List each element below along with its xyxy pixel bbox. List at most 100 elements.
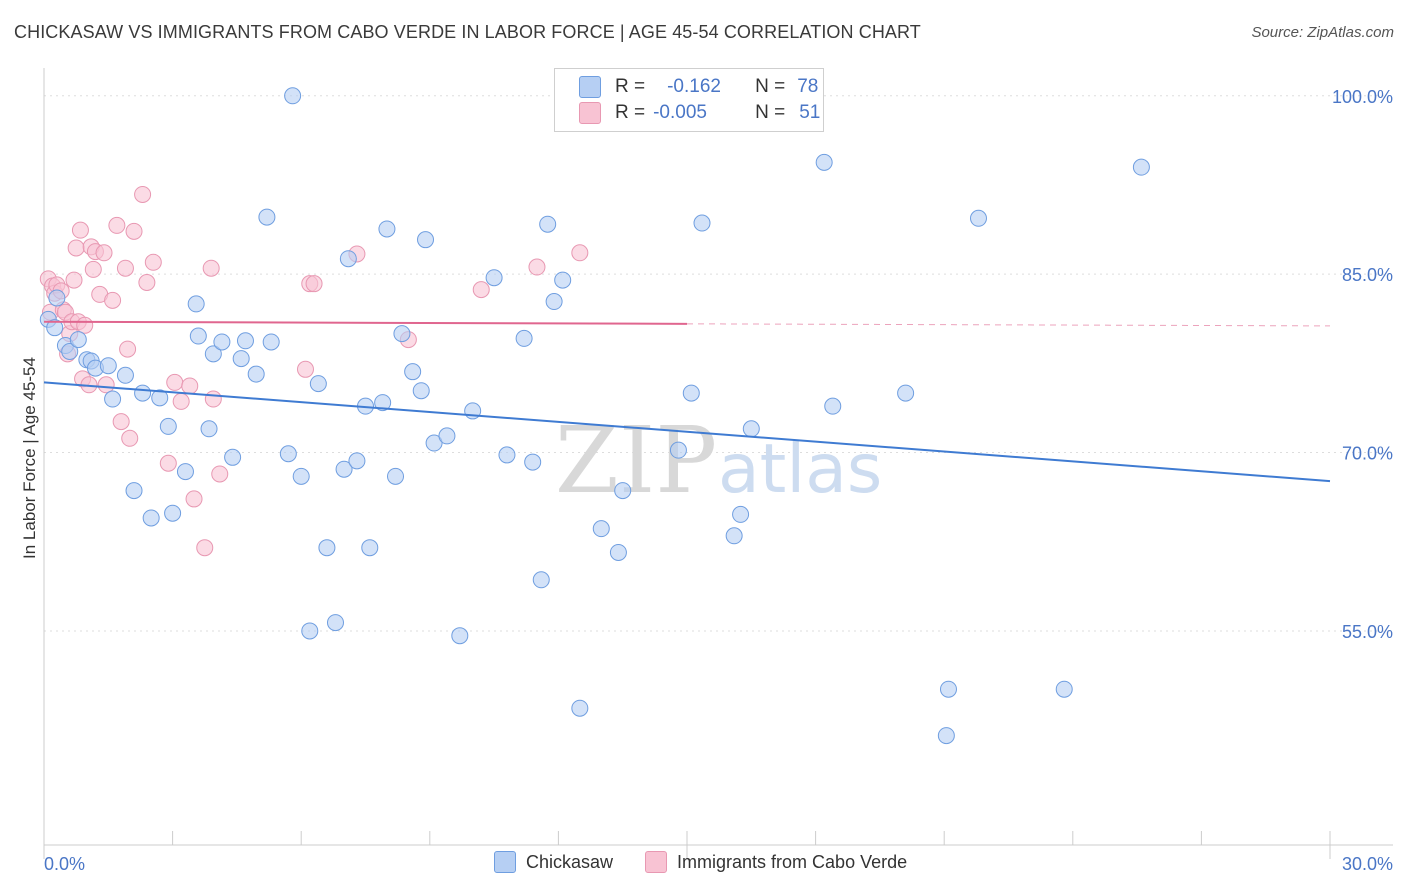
y-tick-label: 55.0% [1342,622,1393,642]
chickasaw-point [176,463,194,481]
chickasaw-point [571,699,589,717]
chickasaw-point [451,627,469,645]
cabo-verde-point [172,392,190,410]
cabo-verde-point [159,454,177,472]
chickasaw-point [1132,158,1150,176]
chickasaw-point [292,467,310,485]
chickasaw-point [1055,680,1073,698]
chickasaw-point [189,327,207,345]
legend-item-chickasaw: Chickasaw [494,851,613,873]
r-label: R = [615,102,646,123]
chickasaw-point [485,269,503,287]
cabo-verde-point [472,281,490,299]
cabo-verde-point [112,413,130,431]
chickasaw-point [554,271,572,289]
chickasaw-point [247,365,265,383]
cabo-verde-point [144,253,162,271]
chickasaw-point [438,427,456,445]
series-cabo-verde [39,185,589,557]
trend-lines [43,320,1331,483]
chickasaw-point [539,215,557,233]
chickasaw-point [969,209,987,227]
chickasaw-point [937,727,955,745]
cabo-verde-point [97,376,115,394]
cabo-verde-point [108,216,126,234]
chickasaw-point [151,389,169,407]
chickasaw-point [425,434,443,452]
cabo-verde-point [204,390,222,408]
chickasaw-point [545,293,563,311]
chickasaw-swatch [579,76,601,98]
cabo-verde-point [196,539,214,557]
legend-row-cabo-verde: R = -0.005 N = 51 [579,100,820,126]
chickasaw-point [339,250,357,268]
chickasaw-point [417,231,435,249]
chickasaw-point [284,87,302,105]
cabo-verde-swatch [579,102,601,124]
chickasaw-point [393,325,411,343]
y-tick-label: 85.0% [1342,265,1393,285]
legend-item-cabo-verde: Immigrants from Cabo Verde [645,851,907,873]
watermark-zip: ZIP [555,407,717,514]
chickasaw-point [326,614,344,632]
chickasaw-swatch [494,851,516,873]
watermark-atlas: atlas [718,430,882,509]
cabo-verde-point [571,244,589,262]
chickasaw-point [200,420,218,438]
chickasaw-point [187,295,205,313]
chickasaw-point [742,420,760,438]
chickasaw-point [258,208,276,226]
axes [43,68,1393,859]
chickasaw-point [301,622,319,640]
cabo-verde-point [95,244,113,262]
watermark: ZIP atlas [555,407,882,514]
chickasaw-point [614,482,632,500]
chickasaw-point [309,375,327,393]
y-tick-label: 70.0% [1342,444,1393,464]
chickasaw-point [524,453,542,471]
chickasaw-point [361,539,379,557]
chickasaw-point [142,509,160,527]
chickasaw-point [236,332,254,350]
chickasaw-point [48,289,66,307]
chickasaw-point [404,363,422,381]
source-credit: Source: ZipAtlas.com [1251,24,1394,41]
chickasaw-point [213,333,231,351]
chickasaw-point [378,220,396,238]
x-tick-label-max: 30.0% [1342,854,1393,874]
chickasaw-point [204,345,222,363]
n-value: 78 [797,76,819,97]
chickasaw-point [725,527,743,545]
cabo-verde-point [138,273,156,291]
r-value: -0.005 [653,102,707,123]
cabo-verde-point [305,275,323,293]
y-tick-label: 100.0% [1332,87,1393,107]
n-label: N = [755,102,786,123]
cabo-verde-point [125,222,143,240]
chickasaw-point [815,153,833,171]
y-axis-label: In Labor Force | Age 45-54 [20,357,39,559]
n-label: N = [755,76,786,97]
cabo-verde-point [104,291,122,309]
cabo-verde-point [119,340,137,358]
chickasaw-point [318,539,336,557]
legend-label: Immigrants from Cabo Verde [677,851,908,872]
chickasaw-point [824,397,842,415]
cabo-verde-swatch [645,851,668,873]
chickasaw-point [69,331,87,349]
cabo-verde-point [185,490,203,508]
chickasaw-point [609,543,627,561]
chickasaw-point [532,571,550,589]
series-chickasaw [39,87,1150,745]
chickasaw-point [592,520,610,538]
cabo-verde-point [134,185,152,203]
cabo-verde-point [84,260,102,278]
cabo-verde-point [71,221,89,239]
legend-row-chickasaw: R = -0.162 N = 78 [579,74,818,100]
chickasaw-point [262,333,280,351]
chickasaw-trend-line [43,381,1331,483]
cabo-verde-trend-line [43,320,688,325]
cabo-verde-point [121,429,139,447]
chickasaw-point [125,482,143,500]
